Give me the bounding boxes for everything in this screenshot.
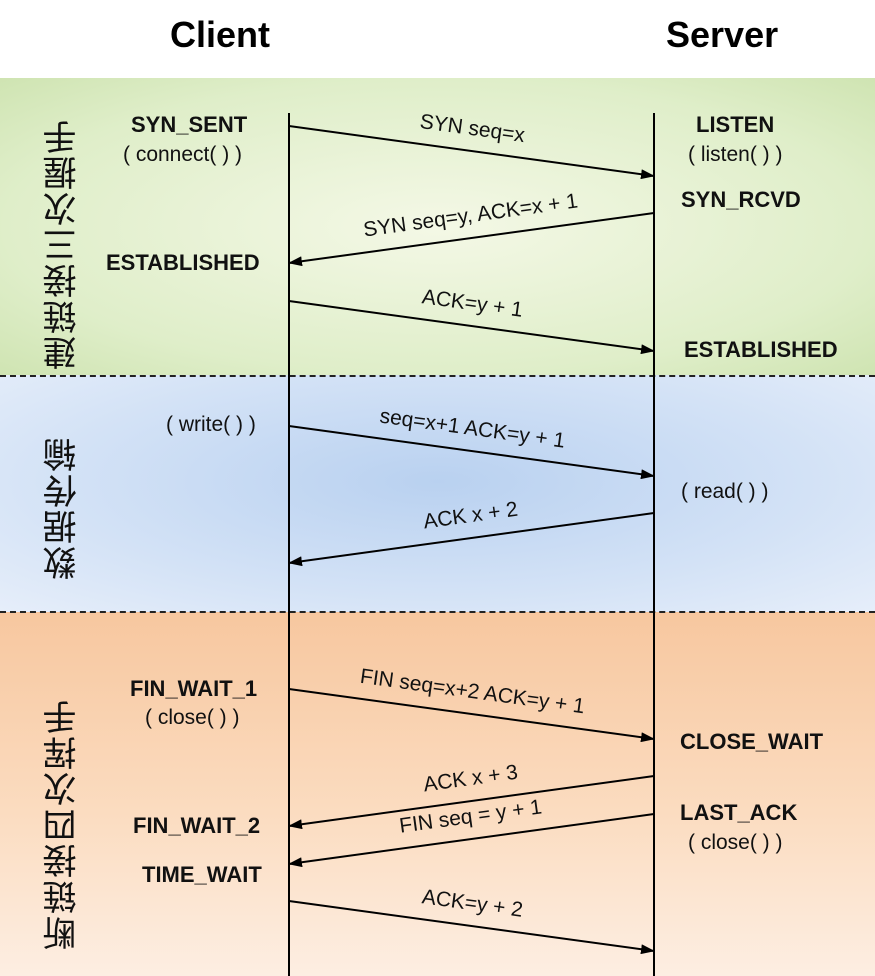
- message-label: ACK=y + 2: [421, 885, 525, 922]
- server-state-syn-rcvd: SYN_RCVD: [681, 187, 801, 212]
- message-label: ACK x + 2: [422, 498, 519, 534]
- client-state-established: ESTABLISHED: [106, 250, 260, 275]
- message-label: ACK x + 3: [422, 761, 519, 797]
- message-arrow: [288, 813, 655, 868]
- message-arrow: [288, 688, 655, 743]
- client-call-close: ( close( ) ): [145, 706, 240, 729]
- server-call-read: ( read( ) ): [681, 480, 769, 503]
- message-label: ACK=y + 1: [421, 285, 525, 322]
- phase-handshake-band: [0, 78, 875, 375]
- client-call-write: ( write( ) ): [166, 413, 256, 436]
- phase-data-transfer-band: [0, 375, 875, 612]
- message-arrow: [288, 300, 655, 355]
- server-state-close-wait: CLOSE_WAIT: [680, 729, 824, 754]
- client-state-time-wait: TIME_WAIT: [142, 862, 262, 887]
- client-state-fin-wait-1: FIN_WAIT_1: [130, 676, 258, 701]
- message-label: SYN seq=x: [418, 110, 526, 147]
- server-state-last-ack: LAST_ACK: [680, 800, 798, 825]
- client-call-connect: ( connect( ) ): [123, 143, 243, 166]
- message-label: seq=x+1 ACK=y + 1: [378, 404, 566, 452]
- client-state-syn-sent: SYN_SENT: [131, 112, 248, 137]
- message-arrow: [288, 212, 655, 267]
- message-arrow: [288, 512, 655, 567]
- client-header: Client: [170, 14, 271, 55]
- phase-teardown-band: [0, 612, 875, 976]
- phase-divider: [0, 375, 875, 377]
- message-arrow: [288, 775, 655, 830]
- server-header: Server: [666, 14, 779, 55]
- message-label: SYN seq=y, ACK=x + 1: [362, 189, 579, 241]
- server-state-listen: LISTEN: [696, 112, 775, 137]
- message-arrow: [288, 425, 655, 480]
- server-call-listen: ( listen( ) ): [688, 143, 783, 166]
- message-arrow: [288, 900, 655, 955]
- server-call-close: ( close( ) ): [688, 831, 783, 854]
- server-state-established: ESTABLISHED: [684, 337, 838, 362]
- client-state-fin-wait-2: FIN_WAIT_2: [133, 813, 261, 838]
- phase-divider: [0, 611, 875, 613]
- message-arrow: [288, 125, 655, 180]
- message-label: FIN seq=x+2 ACK=y + 1: [359, 665, 586, 719]
